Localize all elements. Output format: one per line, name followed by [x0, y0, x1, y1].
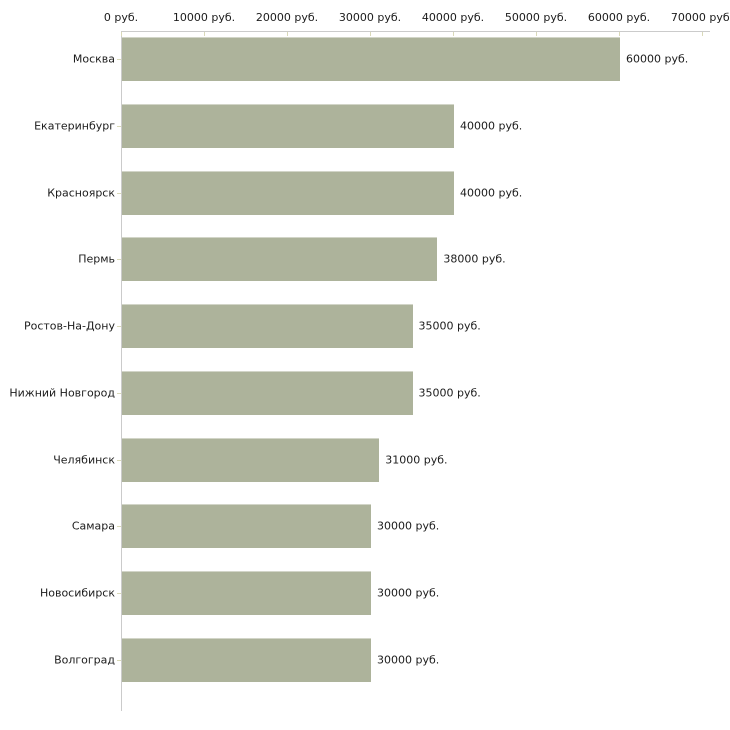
x-axis-tick [204, 32, 205, 36]
category-label: Москва [72, 52, 115, 66]
value-label: 38000 руб. [443, 252, 506, 266]
bar [122, 37, 620, 81]
y-axis-tick [117, 59, 121, 60]
bar [122, 304, 413, 349]
x-axis-tick [370, 32, 371, 36]
x-axis-tick [536, 32, 537, 36]
x-axis-tick-label: 20000 руб. [255, 11, 319, 24]
x-axis-tick-label: 10000 руб. [172, 11, 236, 24]
category-label: Новосибирск [39, 586, 115, 600]
category-label: Волгоград [54, 653, 115, 667]
category-label: Челябинск [53, 453, 115, 467]
value-label: 30000 руб. [377, 653, 440, 667]
x-axis-tick [121, 32, 122, 36]
x-axis-tick [453, 32, 454, 36]
category-label: Ростов-На-Дону [23, 319, 115, 333]
value-label: 30000 руб. [377, 519, 440, 533]
y-axis-tick [117, 192, 121, 194]
x-axis-tick-label: 40000 руб. [421, 11, 485, 24]
y-axis-tick [117, 526, 121, 528]
y-axis-tick [117, 392, 121, 394]
x-axis-tick [287, 32, 288, 36]
value-label: 40000 руб. [460, 186, 523, 200]
category-label: Красноярск [47, 186, 115, 200]
y-axis-line [121, 31, 122, 711]
category-label: Самара [71, 519, 115, 533]
x-axis-tick-label: 0 руб. [103, 11, 139, 24]
value-label: 60000 руб. [626, 52, 689, 66]
x-axis-tick [619, 32, 620, 36]
bar [122, 237, 438, 282]
bar [122, 103, 454, 148]
bar [122, 370, 413, 415]
bar [122, 170, 454, 215]
value-label: 31000 руб. [385, 453, 448, 467]
bar [122, 437, 380, 482]
x-axis-tick-label: 70000 руб. [670, 11, 730, 24]
bar [122, 504, 371, 549]
y-axis-tick [117, 593, 121, 595]
y-axis-tick [117, 459, 121, 461]
x-axis-tick-label: 60000 руб. [587, 11, 651, 24]
x-axis-tick-label: 30000 руб. [338, 11, 402, 24]
category-label: Нижний Новгород [9, 386, 115, 400]
x-axis-line [121, 31, 710, 32]
category-label: Пермь [78, 252, 115, 266]
x-axis-tick [702, 32, 703, 36]
y-axis-tick [117, 326, 121, 328]
y-axis-tick [117, 659, 121, 661]
x-axis-tick-label: 50000 руб. [504, 11, 568, 24]
y-axis-tick [117, 125, 121, 127]
value-label: 30000 руб. [377, 586, 440, 600]
y-axis-tick [117, 259, 121, 261]
value-label: 35000 руб. [418, 386, 481, 400]
bar [122, 637, 371, 682]
category-label: Екатеринбург [34, 119, 115, 133]
value-label: 40000 руб. [460, 119, 523, 133]
bar [122, 571, 371, 616]
value-label: 35000 руб. [418, 319, 481, 333]
